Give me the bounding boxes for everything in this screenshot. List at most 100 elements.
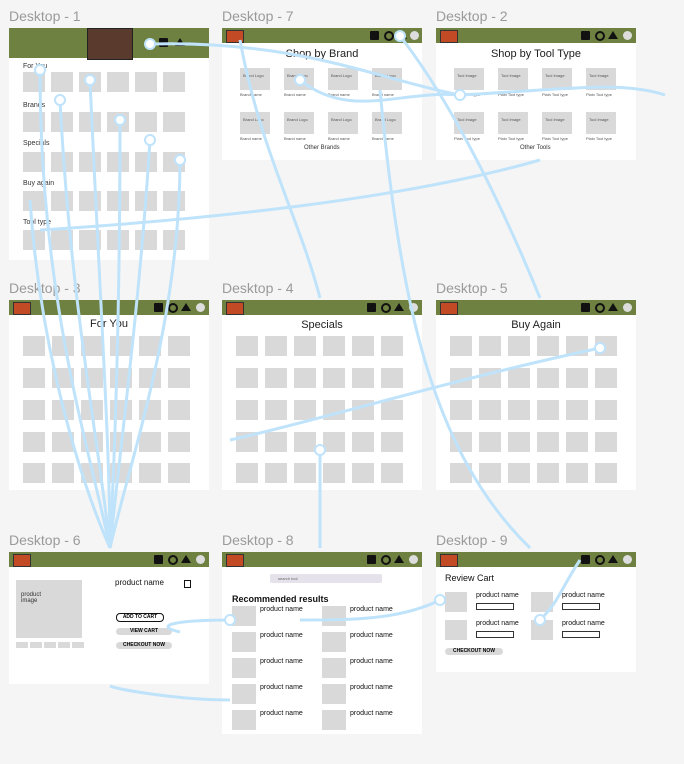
product-tile[interactable] [135,191,157,211]
product-tile[interactable] [110,400,132,420]
product-tile[interactable] [23,191,45,211]
result-image[interactable] [322,710,346,730]
product-tile[interactable] [508,463,530,483]
search-icon[interactable] [595,303,605,313]
product-tile[interactable] [168,400,190,420]
product-tile[interactable] [52,368,74,388]
product-tile[interactable] [163,152,185,172]
product-tile[interactable] [566,368,588,388]
bookmark-icon[interactable] [184,580,191,588]
tile[interactable]: Brand Logo [240,68,270,90]
result-product-name[interactable]: product name [350,658,393,665]
product-tile[interactable] [168,368,190,388]
product-tile[interactable] [139,368,161,388]
cart-icon[interactable] [370,31,379,40]
search-icon[interactable] [168,303,178,313]
tile[interactable]: Tool Image [542,112,572,134]
cart-icon[interactable] [154,555,163,564]
home-icon[interactable] [608,555,618,563]
logo-icon[interactable] [13,302,31,315]
product-tile[interactable] [294,336,316,356]
product-tile[interactable] [81,400,103,420]
home-icon[interactable] [394,303,404,311]
product-tile[interactable] [23,72,45,92]
home-icon[interactable] [608,303,618,311]
product-tile[interactable] [294,368,316,388]
product-tile[interactable] [51,72,73,92]
home-icon[interactable] [394,555,404,563]
product-tile[interactable] [23,230,45,250]
product-tile[interactable] [236,400,258,420]
product-tile[interactable] [381,432,403,452]
product-tile[interactable] [352,368,374,388]
product-tile[interactable] [352,400,374,420]
product-tile[interactable] [81,368,103,388]
frame-label-desktop-6[interactable]: Desktop - 6 [9,532,81,548]
profile-icon[interactable] [623,31,632,40]
product-tile[interactable] [110,463,132,483]
product-tile[interactable] [107,191,129,211]
quantity-stepper[interactable] [476,603,514,610]
tile[interactable]: Tool Image [542,68,572,90]
product-tile[interactable] [51,230,73,250]
product-tile[interactable] [479,400,501,420]
quantity-stepper[interactable] [562,603,600,610]
tile[interactable]: Tool Image [498,112,528,134]
tile[interactable]: Tool Image [498,68,528,90]
tile[interactable]: Tool Image [586,112,616,134]
product-tile[interactable] [236,463,258,483]
frame-label-desktop-5[interactable]: Desktop - 5 [436,280,508,296]
product-tile[interactable] [79,230,101,250]
product-tile[interactable] [595,336,617,356]
cart-icon[interactable] [159,38,168,47]
result-product-name[interactable]: product name [260,658,303,665]
product-tile[interactable] [52,432,74,452]
frame-label-desktop-3[interactable]: Desktop - 3 [9,280,81,296]
product-thumbnail[interactable] [58,642,70,648]
product-tile[interactable] [23,112,45,132]
cart-item-image[interactable] [445,620,467,640]
product-tile[interactable] [163,230,185,250]
checkout-now-button[interactable]: CHECKOUT NOW [445,648,503,655]
frame-desktop-2[interactable]: Shop by Tool Type Tool Image Plain Tool t… [436,28,636,160]
logo-icon[interactable] [440,302,458,315]
frame-desktop-7[interactable]: Shop by Brand Brand Logo Brand name Brand … [222,28,422,160]
product-tile[interactable] [595,463,617,483]
tile[interactable]: Tool Image [454,68,484,90]
product-tile[interactable] [595,400,617,420]
frame-label-desktop-8[interactable]: Desktop - 8 [222,532,294,548]
cart-item-image[interactable] [531,592,553,612]
tile[interactable]: Brand Logo [284,68,314,90]
home-icon[interactable] [181,555,191,563]
product-tile[interactable] [508,400,530,420]
product-tile[interactable] [52,336,74,356]
product-tile[interactable] [323,368,345,388]
product-tile[interactable] [81,463,103,483]
product-tile[interactable] [537,336,559,356]
logo-icon[interactable] [87,28,133,60]
product-tile[interactable] [381,336,403,356]
product-tile[interactable] [294,463,316,483]
product-tile[interactable] [265,336,287,356]
product-tile[interactable] [450,336,472,356]
product-tile[interactable] [139,432,161,452]
frame-label-desktop-1[interactable]: Desktop - 1 [9,8,81,24]
product-tile[interactable] [79,72,101,92]
quantity-stepper[interactable] [476,631,514,638]
product-tile[interactable] [139,336,161,356]
search-icon[interactable] [168,555,178,565]
result-product-name[interactable]: product name [260,632,303,639]
product-tile[interactable] [265,432,287,452]
cart-item-image[interactable] [445,592,467,612]
result-product-name[interactable]: product name [260,606,303,613]
product-tile[interactable] [135,112,157,132]
product-tile[interactable] [23,336,45,356]
product-tile[interactable] [450,432,472,452]
tile[interactable]: Tool Image [454,112,484,134]
product-tile[interactable] [139,463,161,483]
product-tile[interactable] [265,400,287,420]
result-product-name[interactable]: product name [350,684,393,691]
product-tile[interactable] [236,336,258,356]
home-icon[interactable] [181,303,191,311]
product-tile[interactable] [450,368,472,388]
